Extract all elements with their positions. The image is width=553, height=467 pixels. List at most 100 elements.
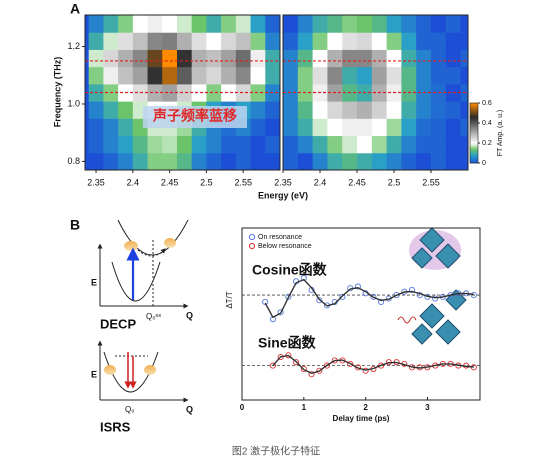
heat-cell — [445, 66, 462, 85]
heat-cell — [88, 66, 104, 85]
heat-cell — [132, 66, 149, 85]
heat-cell — [386, 15, 402, 33]
heat-cell — [250, 152, 266, 170]
heat-cell — [283, 49, 299, 68]
heat-cell — [147, 135, 163, 154]
heat-cell — [206, 135, 222, 154]
heat-cell — [283, 32, 299, 50]
heat-cell — [103, 152, 119, 170]
heat-cell — [297, 118, 314, 137]
x-tick-label: 3 — [425, 403, 430, 412]
heat-cell — [283, 135, 299, 154]
heat-cell — [88, 152, 104, 170]
heat-cell — [176, 152, 193, 170]
heat-cell — [235, 32, 252, 50]
heat-cell — [132, 32, 149, 50]
crystal-cartoon — [397, 227, 467, 345]
colorbar-step — [470, 111, 478, 114]
wavepacket — [104, 365, 116, 375]
heat-cell — [312, 49, 328, 68]
isrs-diagram — [97, 340, 189, 403]
heat-cell — [103, 66, 119, 85]
heat-cell — [191, 83, 207, 102]
heat-cell — [431, 15, 447, 33]
heat-cell — [88, 32, 104, 50]
heat-cell — [162, 135, 178, 154]
heat-cell — [162, 32, 178, 50]
heat-cell — [357, 49, 373, 68]
data-point — [285, 293, 292, 300]
heat-cell — [386, 101, 402, 119]
wavepacket — [124, 241, 138, 251]
heat-cell — [235, 15, 252, 33]
data-point — [339, 293, 346, 300]
heat-cell — [371, 15, 388, 33]
colorbar-tick-label: 0.2 — [482, 140, 492, 147]
heat-cell — [357, 101, 373, 119]
heat-cell — [371, 135, 388, 154]
heat-cell — [265, 152, 280, 170]
heat-cell — [401, 32, 417, 50]
panel-label: A — [70, 1, 80, 17]
heat-cell — [431, 66, 447, 85]
heat-cell — [206, 15, 222, 33]
heat-cell — [401, 66, 417, 85]
data-point — [285, 352, 292, 359]
heat-cell — [401, 152, 417, 170]
heat-cell — [431, 49, 447, 68]
y-tick-label: 0.8 — [67, 156, 80, 166]
colorbar-step — [470, 133, 478, 136]
heat-cell — [265, 135, 280, 154]
heat-cell — [283, 101, 299, 119]
heat-cell — [221, 135, 237, 154]
heat-cell — [312, 66, 328, 85]
colorbar-step — [470, 129, 478, 132]
heat-cell — [235, 49, 252, 68]
heat-cell — [386, 152, 402, 170]
data-point — [408, 286, 416, 293]
heat-cell — [312, 135, 328, 154]
heat-cell — [147, 66, 163, 85]
colorbar-step — [470, 117, 478, 120]
heat-cell — [265, 66, 280, 85]
data-point — [269, 362, 276, 369]
heat-cell — [162, 49, 178, 68]
heat-cell — [445, 101, 462, 119]
heat-cell — [118, 101, 134, 119]
heat-cell — [235, 135, 252, 154]
colorbar-step — [470, 123, 478, 126]
decp-diagram — [97, 219, 189, 309]
heat-cell — [445, 135, 462, 154]
plot-frame — [84, 14, 281, 171]
heat-cell — [342, 135, 358, 154]
heat-cell — [147, 49, 163, 68]
colorbar-step — [470, 157, 478, 160]
heat-cell — [118, 118, 134, 137]
heat-cell — [460, 135, 468, 154]
heat-cell — [386, 118, 402, 137]
heat-cell — [371, 152, 388, 170]
colorbar-step — [470, 131, 478, 134]
data-point — [354, 364, 361, 371]
heat-cell — [312, 15, 328, 33]
heat-cell — [460, 32, 468, 50]
heat-cell — [132, 152, 149, 170]
x-tick-label: 2 — [363, 403, 368, 412]
data-point — [347, 360, 354, 367]
heat-cell — [401, 49, 417, 68]
heat-cell — [221, 66, 237, 85]
heat-cell — [460, 49, 468, 68]
x-tick-label: 2.4 — [314, 177, 327, 187]
legend-label: Below resonance — [258, 243, 312, 250]
data-point — [323, 362, 331, 369]
colorbar-tick-label: 0.4 — [482, 120, 492, 127]
heat-cell — [327, 15, 343, 33]
fit-line — [264, 278, 474, 318]
heat-cell — [416, 32, 432, 50]
colorbar-step — [470, 135, 478, 138]
heat-cell — [88, 135, 104, 154]
colorbar-step — [470, 119, 478, 122]
heat-cell — [357, 32, 373, 50]
heat-cell — [460, 66, 468, 85]
heat-cell — [460, 118, 468, 137]
